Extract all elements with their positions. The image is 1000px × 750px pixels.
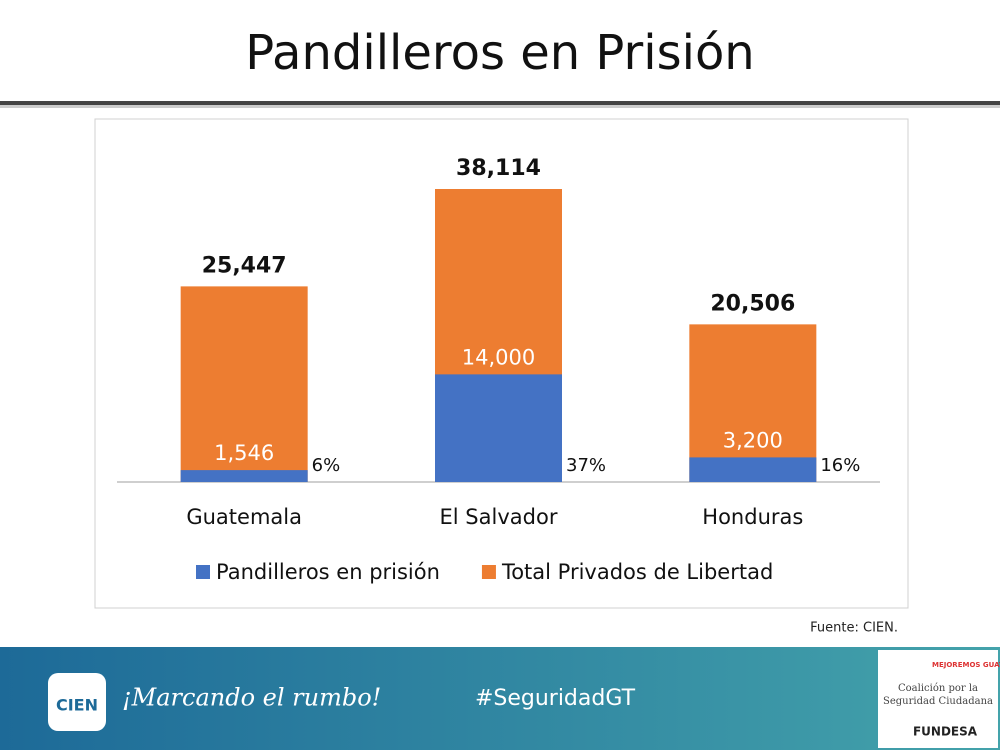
tagline: ¡Marcando el rumbo!: [122, 684, 381, 712]
partner-box: [878, 650, 998, 748]
total-label: 25,447: [202, 253, 287, 278]
x-tick-label: Honduras: [702, 505, 803, 529]
title-rule: [0, 101, 1000, 105]
legend-label: Total Privados de Libertad: [501, 560, 773, 584]
partner-top: MEJOREMOS GUATE: [932, 661, 1000, 669]
total-label: 20,506: [710, 291, 795, 316]
plot: 1,546 14,000 3,200 25,447 38,114 20,506 6% 37% 1…: [117, 156, 880, 584]
value-label: 14,000: [462, 345, 535, 369]
value-label: 3,200: [723, 428, 783, 452]
bar: [180, 470, 308, 482]
legend-label: Pandilleros en prisión: [216, 560, 440, 584]
footer-band: [0, 647, 1000, 750]
partner-middle: Coalición por la Seguridad Ciudadana: [883, 683, 993, 707]
x-tick-label: Guatemala: [186, 505, 302, 529]
slide-title: Pandilleros en Prisión: [245, 25, 754, 81]
total-label: 38,114: [456, 156, 541, 181]
title-rule-shadow: [0, 105, 1000, 108]
partner-middle-box: Coalición por la Seguridad Ciudadana: [883, 683, 993, 707]
legend-swatch: [196, 565, 210, 579]
bar: [689, 324, 817, 482]
bar: [689, 457, 817, 482]
share-label: 6%: [312, 455, 341, 476]
logo-text: CIEN: [56, 696, 98, 715]
hashtag: #SeguridadGT: [475, 686, 636, 711]
value-label: 1,546: [214, 441, 274, 465]
share-label: 37%: [566, 455, 606, 476]
logo-box: [48, 673, 106, 731]
bar: [435, 374, 562, 482]
share-label: 16%: [820, 455, 860, 476]
bar: [180, 286, 308, 482]
partner-bottom: FUNDESA: [913, 725, 978, 739]
legend-swatch: [481, 565, 496, 579]
source-note: Fuente: CIEN.: [810, 621, 898, 636]
x-tick-label: El Salvador: [440, 505, 558, 529]
